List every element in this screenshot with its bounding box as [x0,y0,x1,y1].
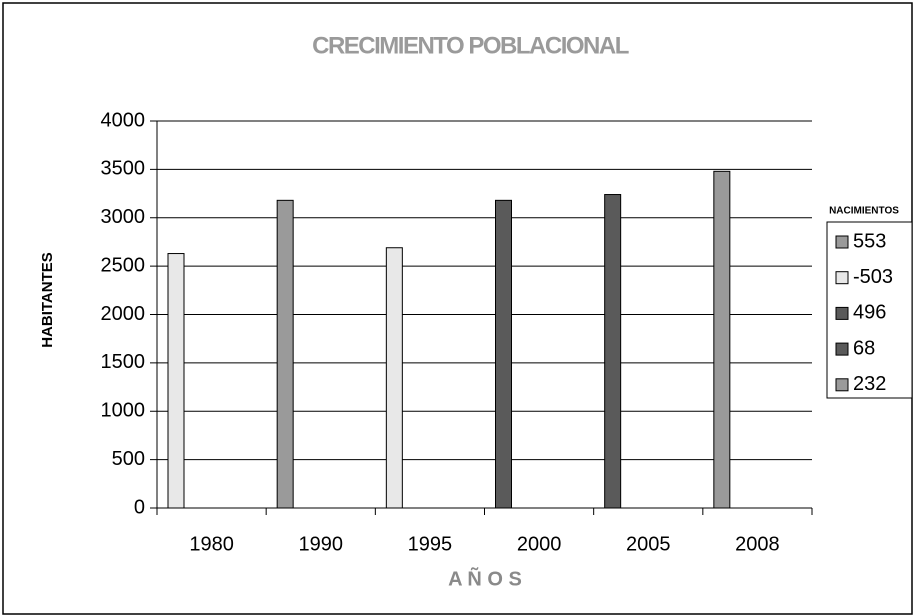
legend-swatch [835,378,849,392]
bar [604,194,622,509]
chart-title: CRECIMIENTO POBLACIONAL [312,32,629,59]
y-tick-label: 0 [134,496,145,518]
legend-swatch [835,235,849,249]
legend-swatch [835,342,849,356]
x-tick-label: 1990 [299,533,344,555]
y-axis-label: HABITANTES [39,252,56,348]
legend-label: 232 [853,373,886,395]
bar [713,170,731,509]
bar [495,199,512,509]
legend-label: 68 [853,337,875,359]
y-tick-label: 3500 [101,158,146,180]
legend-swatch [835,306,849,320]
y-tick-label: 1500 [101,351,146,373]
y-tick-label: 2000 [101,303,146,325]
y-tick-label: 4000 [101,109,146,131]
bar [276,199,294,509]
x-tick-label: 2000 [517,533,562,555]
x-axis-label: A Ñ O S [448,567,522,590]
legend-swatch [835,271,849,285]
y-tick-label: 1000 [101,400,146,422]
x-tick-label: 2005 [626,533,671,555]
y-tick-label: 2500 [101,254,146,276]
legend-title: NACIMIENTOS [829,206,899,217]
bar [385,247,403,509]
legend-label: -503 [853,266,893,288]
legend-label: 553 [853,230,886,252]
x-tick-label: 1995 [408,533,453,555]
bar [167,253,185,509]
x-tick-label: 1980 [189,533,234,555]
y-tick-label: 500 [112,448,145,470]
y-tick-label: 3000 [101,206,146,228]
x-tick-label: 2008 [735,533,780,555]
legend-label: 496 [853,302,886,324]
